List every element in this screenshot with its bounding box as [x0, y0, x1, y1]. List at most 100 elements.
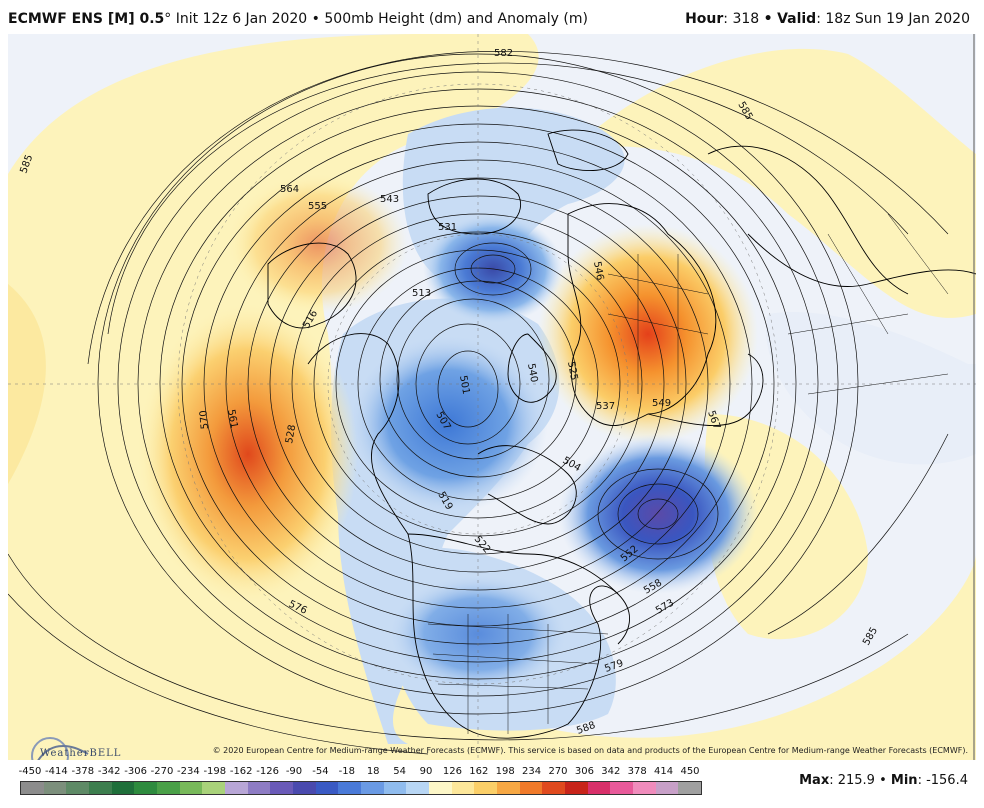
anomaly-colorbar	[20, 781, 702, 795]
colorbar-segment	[202, 782, 226, 794]
colorbar-segment	[610, 782, 634, 794]
trough-conus-anomaly	[388, 574, 568, 694]
graticule	[8, 34, 976, 760]
colorbar-tick-label: 54	[393, 766, 406, 777]
colorbar-tick-label: 450	[680, 766, 700, 777]
colorbar-segment	[633, 782, 656, 794]
contour-label: 537	[596, 401, 615, 412]
max-value: 215.9	[837, 773, 875, 788]
ridge-west-anomaly	[138, 304, 358, 604]
colorbar-segment	[225, 782, 248, 794]
max-label: Max	[799, 773, 830, 788]
contour-label: 528	[284, 424, 298, 445]
colorbar-segment	[338, 782, 362, 794]
colorbar-tick-label: 162	[469, 766, 489, 777]
colorbar-tick-label: -198	[203, 766, 227, 777]
map-canvas: 582 585 564 555 543 531 513 516 528 501 …	[8, 34, 976, 760]
colorbar-segment	[383, 782, 407, 794]
hour-value: 318	[732, 11, 760, 27]
legend-area: -450 -414 -378 -342 -306 -270 -234 -198 -162 -126…	[0, 760, 984, 808]
coastlines	[267, 129, 976, 739]
separator: •	[763, 11, 773, 27]
colorbar-segment	[89, 782, 112, 794]
contour-label-layer: 582 585 564 555 543 531 513 516 528 501 …	[18, 48, 880, 737]
hour-label: Hour	[685, 11, 724, 27]
colorbar-segment	[315, 782, 339, 794]
contour-label: 570	[198, 410, 211, 430]
neutral-east	[766, 312, 976, 465]
colorbar-tick-label: 90	[419, 766, 433, 777]
colorbar-segment	[497, 782, 520, 794]
contour-label: 582	[494, 48, 513, 59]
positive-anomaly-west-edge	[8, 284, 46, 484]
degree-symbol: °	[164, 11, 172, 27]
colorbar-segment	[293, 782, 316, 794]
colorbar-tick-label: 234	[522, 766, 542, 777]
colorbar-tick-label: 342	[601, 766, 621, 777]
colorbar-tick-label: 378	[627, 766, 647, 777]
anomaly-map: 582 585 564 555 543 531 513 516 528 501 …	[8, 34, 976, 760]
contour-label: 525	[565, 361, 579, 382]
trough-canada-anomaly	[348, 334, 548, 514]
colorbar-segment	[21, 782, 44, 794]
colorbar-segment	[451, 782, 475, 794]
contour-label: 543	[380, 194, 399, 205]
copyright-notice: © 2020 European Centre for Medium-range …	[212, 746, 968, 755]
colorbar-segment	[565, 782, 588, 794]
colorbar-tick-label: 198	[495, 766, 515, 777]
contour-label: 564	[280, 184, 299, 195]
colorbar-segment	[361, 782, 384, 794]
contour-label: 561	[225, 409, 239, 430]
map-title: ECMWF ENS [M] 0.5° Init 12z 6 Jan 2020 •…	[8, 11, 588, 27]
valid-time: Hour: 318 • Valid: 18z Sun 19 Jan 2020	[685, 11, 970, 27]
max-min-readout: Max: 215.9 • Min: -156.4	[799, 773, 968, 788]
logo-text: WeatherBELL	[40, 748, 122, 759]
colorbar-segment	[655, 782, 679, 794]
colorbar-tick-label: -342	[97, 766, 121, 777]
separator: •	[311, 11, 320, 27]
colorbar-tick-label: -126	[256, 766, 279, 777]
colorbar-ticks: -450 -414 -378 -342 -306 -270 -234 -198 -162 -126…	[18, 766, 700, 780]
colorbar-tick-label: -414	[45, 766, 68, 777]
colorbar-tick-label: 414	[654, 766, 674, 777]
separator: •	[879, 773, 887, 788]
colorbar-tick-label: -54	[312, 766, 329, 777]
colorbar-tick-label: -306	[124, 766, 147, 777]
colorbar-tick-label: -234	[177, 766, 200, 777]
colorbar-segment	[587, 782, 611, 794]
contour-label: 555	[308, 201, 327, 212]
colorbar-tick-label: 270	[548, 766, 568, 777]
contour-label: 540	[525, 363, 539, 384]
valid-label: Valid	[777, 11, 817, 27]
colorbar-segment	[247, 782, 271, 794]
init-time: Init 12z 6 Jan 2020	[175, 11, 308, 27]
ridge-europe-anomaly	[538, 224, 758, 444]
colorbar-segment	[474, 782, 498, 794]
colorbar-segment	[43, 782, 67, 794]
colorbar-tick-label: -270	[150, 766, 174, 777]
colorbar-segment	[179, 782, 203, 794]
contour-label: 546	[591, 261, 605, 282]
colorbar-tick-label: -18	[338, 766, 355, 777]
colorbar-segment	[406, 782, 430, 794]
colorbar-segment	[157, 782, 180, 794]
colorbar-tick-label: -378	[71, 766, 95, 777]
colorbar-tick-label: 306	[574, 766, 594, 777]
colorbar-segment	[66, 782, 90, 794]
valid-value: 18z Sun 19 Jan 2020	[825, 11, 970, 27]
colorbar-tick-label: -90	[285, 766, 303, 777]
colorbar-tick-label: -450	[18, 766, 42, 777]
positive-anomaly-north-europe	[568, 48, 976, 318]
contour-label: 549	[652, 398, 671, 409]
min-value: -156.4	[926, 773, 968, 788]
political-borders	[427, 213, 949, 734]
product-name: 500mb Height (dm) and Anomaly (m)	[324, 11, 588, 27]
colorbar-tick-label: -162	[229, 766, 253, 777]
colorbar-tick-label: 126	[442, 766, 462, 777]
positive-anomaly-atlantic	[704, 414, 868, 640]
ridge-alaska-anomaly	[228, 174, 408, 314]
colorbar-tick-label: 18	[366, 766, 380, 777]
colorbar-segment	[678, 782, 702, 794]
colorbar-segment	[519, 782, 543, 794]
model-name: ECMWF ENS [M] 0.5	[8, 11, 165, 27]
